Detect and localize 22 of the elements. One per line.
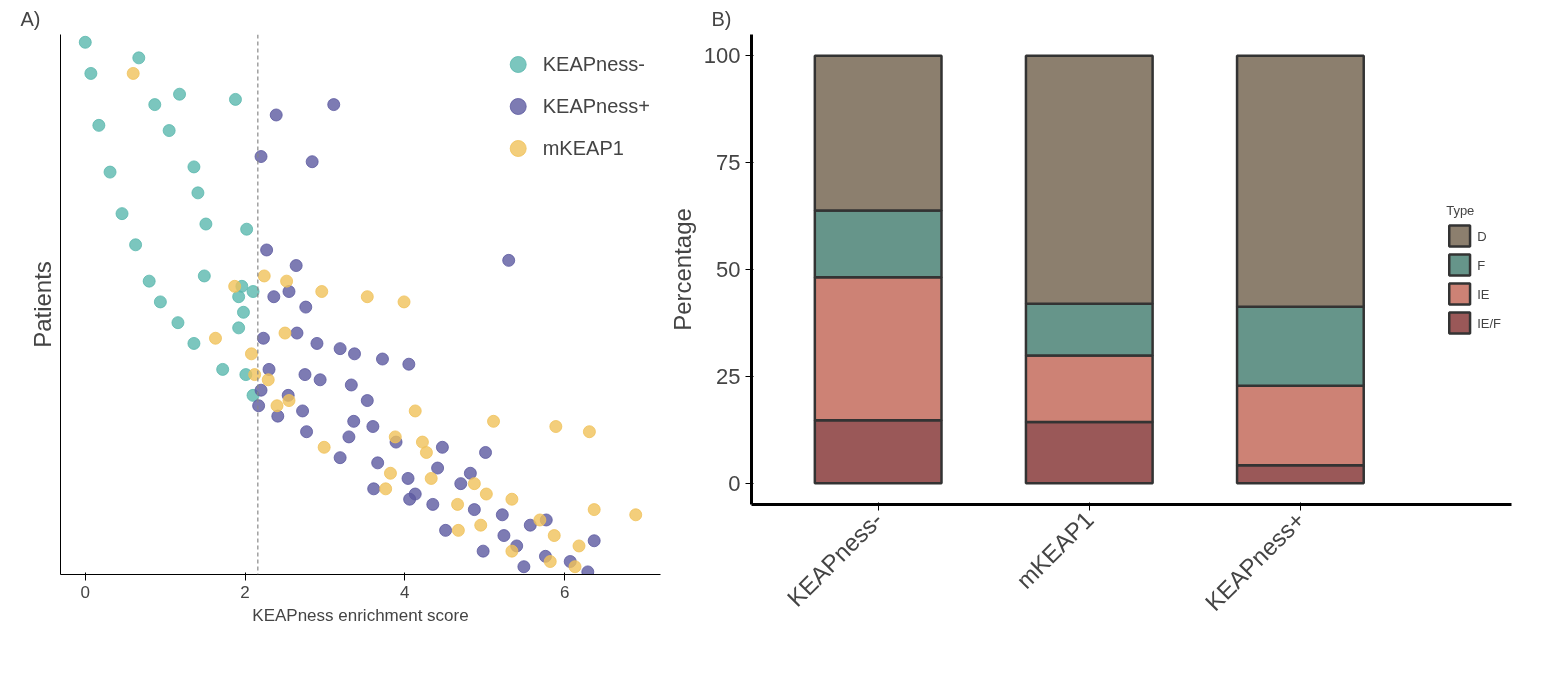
text: A) bbox=[20, 7, 41, 30]
legend-label: IE bbox=[1477, 286, 1491, 301]
x-tick-label: 0 bbox=[80, 582, 91, 602]
x-axis-title: KEAPness enrichment score bbox=[252, 605, 469, 625]
legend-title: Type bbox=[1446, 202, 1476, 218]
y-tick-label: 100 bbox=[703, 43, 741, 69]
x-tick-label: 2 bbox=[240, 582, 250, 602]
y-tick-label: 25 bbox=[716, 363, 741, 389]
y-axis-title: Percentage bbox=[668, 208, 696, 331]
x-tick-label: 4 bbox=[400, 582, 410, 602]
legend-label: KEAPness- bbox=[542, 52, 645, 76]
y-tick-label: 0 bbox=[728, 470, 741, 496]
text: B) bbox=[711, 7, 732, 30]
legend-label: F bbox=[1477, 257, 1487, 272]
legend-label: IE/F bbox=[1477, 315, 1501, 330]
legend-label: D bbox=[1477, 228, 1488, 243]
legend-label: mKEAP1 bbox=[542, 136, 624, 160]
y-axis-title: Patients bbox=[28, 261, 56, 348]
x-tick-label: 6 bbox=[559, 582, 570, 602]
legend-label: KEAPness+ bbox=[542, 94, 650, 118]
y-tick-label: 50 bbox=[716, 257, 741, 282]
y-tick-label: 75 bbox=[716, 150, 741, 176]
